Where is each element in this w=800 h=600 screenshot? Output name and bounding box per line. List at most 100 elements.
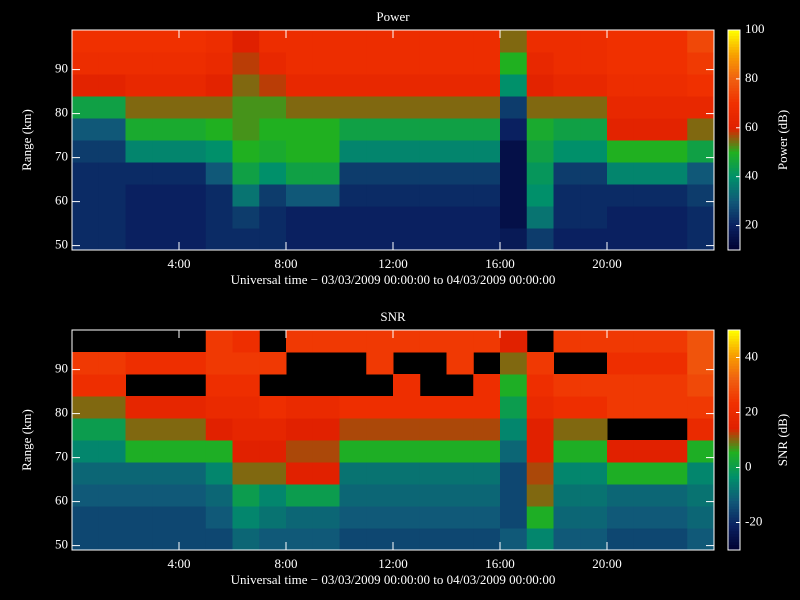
cell [312, 396, 340, 419]
cell [312, 506, 340, 529]
cell [580, 374, 608, 397]
cell [259, 140, 287, 163]
cell [286, 118, 314, 141]
cell [286, 462, 314, 485]
colorbar-strip [728, 189, 740, 193]
cell [419, 528, 447, 551]
cell [125, 118, 153, 141]
cell [312, 96, 340, 119]
cell [339, 118, 367, 141]
cell [473, 96, 501, 119]
cell [286, 162, 314, 185]
cell [687, 52, 715, 75]
colorbar-strip [728, 109, 740, 113]
colorbar-strip [728, 396, 740, 400]
cell [286, 528, 314, 551]
cell [500, 206, 528, 229]
colorbar-strip [728, 398, 740, 402]
cell [259, 52, 287, 75]
colorbar-strip [728, 352, 740, 356]
cell [633, 440, 661, 463]
y-tick-label: 70 [55, 149, 68, 164]
cell [687, 74, 715, 97]
cell [526, 528, 554, 551]
cell [205, 528, 233, 551]
cell [152, 30, 180, 53]
cell [205, 140, 233, 163]
cell [607, 140, 635, 163]
cell [607, 74, 635, 97]
colorbar-strip [728, 219, 740, 223]
cell [500, 228, 528, 251]
cell [687, 440, 715, 463]
cell [660, 118, 688, 141]
colorbar-strip [728, 46, 740, 50]
colorbar-strip [728, 233, 740, 237]
cell [366, 462, 394, 485]
cell [687, 462, 715, 485]
cell [179, 30, 207, 53]
colorbar-strip [728, 57, 740, 61]
cell [72, 440, 100, 463]
cell [232, 396, 260, 419]
colorbar-strip [728, 387, 740, 391]
cell [553, 74, 581, 97]
cell [259, 96, 287, 119]
cell [152, 440, 180, 463]
cell [500, 74, 528, 97]
cell [179, 96, 207, 119]
cell [259, 30, 287, 53]
colorbar-tick-label: 80 [745, 70, 758, 85]
cell [526, 30, 554, 53]
cell [205, 484, 233, 507]
cell [526, 184, 554, 207]
cell [580, 140, 608, 163]
cell [232, 74, 260, 97]
cell [393, 462, 421, 485]
colorbar-strip [728, 379, 740, 383]
cell [72, 96, 100, 119]
cell [633, 484, 661, 507]
cell [526, 396, 554, 419]
colorbar-strip [728, 225, 740, 229]
cell [580, 528, 608, 551]
colorbar-strip [728, 186, 740, 190]
cell [312, 30, 340, 53]
cell [553, 462, 581, 485]
x-tick-label: 20:00 [592, 256, 622, 271]
colorbar-strip [728, 360, 740, 364]
cell [98, 228, 126, 251]
cell [312, 228, 340, 251]
colorbar-strip [728, 368, 740, 372]
cell [446, 184, 474, 207]
colorbar-strip [728, 420, 740, 424]
cell [687, 528, 715, 551]
cell [286, 30, 314, 53]
cell [419, 52, 447, 75]
colorbar-strip [728, 330, 740, 334]
cell [205, 96, 233, 119]
cell [660, 352, 688, 375]
cell [205, 52, 233, 75]
cell [98, 528, 126, 551]
cell [687, 162, 715, 185]
cell [179, 184, 207, 207]
cell [152, 396, 180, 419]
cell [152, 462, 180, 485]
cell [232, 440, 260, 463]
colorbar-strip [728, 448, 740, 452]
cell [473, 484, 501, 507]
y-tick-label: 80 [55, 105, 68, 120]
cell [312, 74, 340, 97]
colorbar-strip [728, 390, 740, 394]
cell [125, 96, 153, 119]
cell [660, 396, 688, 419]
colorbar-strip [728, 382, 740, 386]
cell [633, 162, 661, 185]
cell [526, 352, 554, 375]
colorbar-strip [728, 464, 740, 468]
cell [580, 484, 608, 507]
colorbar-tick-label: -20 [745, 513, 762, 528]
colorbar-strip [728, 170, 740, 174]
cell [152, 528, 180, 551]
